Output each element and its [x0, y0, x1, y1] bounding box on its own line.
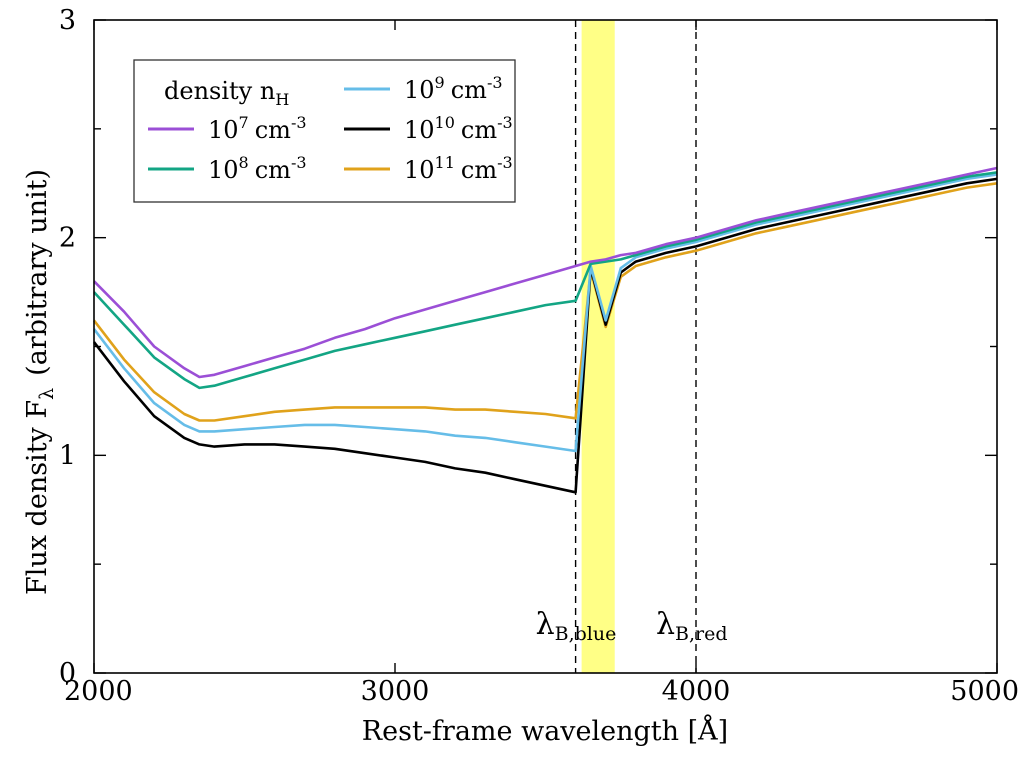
legend-label-exp-1: 8 [239, 153, 249, 172]
legend-label-unit-0: cm [255, 116, 291, 144]
legend-title-sub: H [275, 90, 289, 109]
legend-label-0: 107 cm-3 [208, 113, 307, 144]
legend-label-unit-exp-0: -3 [291, 113, 307, 132]
legend-label-unit-1: cm [255, 156, 291, 184]
series-line-1 [93, 171, 998, 390]
legend-label-unit-exp-3: -3 [497, 113, 513, 132]
reference-lines: λB,blue λB,red [536, 20, 728, 673]
y-tick-label-1: 1 [59, 440, 76, 471]
vline-label-0: λB,blue [536, 607, 617, 645]
y-tick-label-0: 0 [59, 658, 76, 689]
legend-label-base-0: 10 [208, 116, 239, 144]
y-axis-label: Flux density Fλ (arbitrary unit) [22, 169, 58, 595]
legend-label-unit-2: cm [451, 76, 487, 104]
legend-label-base-4: 10 [404, 156, 435, 184]
vline-label-sub-1: B,red [675, 623, 728, 645]
x-tick-label-1: 3000 [361, 676, 430, 707]
legend-label-exp-3: 10 [435, 113, 455, 132]
y-axis-label-tail: (arbitrary unit) [22, 169, 53, 376]
x-tick-label-2: 4000 [662, 676, 731, 707]
vline-label-main-0: λ [536, 607, 555, 642]
legend-box [133, 59, 516, 203]
y-axis-label-main: Flux density F [22, 400, 53, 595]
legend-title-main: density n [164, 77, 275, 105]
series-line-0 [93, 166, 998, 379]
legend-label-4: 1011 cm-3 [404, 153, 513, 184]
legend-label-1: 108 cm-3 [208, 153, 307, 184]
legend-label-2: 109 cm-3 [404, 73, 503, 104]
legend-label-exp-2: 9 [435, 73, 445, 92]
series-line-3 [92, 177, 998, 494]
balmer-band-fill [581, 20, 615, 673]
y-tick-label-2: 2 [59, 223, 76, 254]
legend-label-3: 1010 cm-3 [404, 113, 513, 144]
legend-label-unit-exp-1: -3 [291, 153, 307, 172]
legend-title: density nH [164, 77, 289, 109]
axis-ticks: 2000 3000 4000 5000 0 1 2 3 [59, 5, 1019, 707]
vline-label-sub-0: B,blue [555, 623, 617, 645]
legend-label-exp-0: 7 [239, 113, 249, 132]
legend-label-exp-4: 11 [435, 153, 455, 172]
balmer-break-band [581, 20, 615, 673]
vline-label-main-1: λ [656, 607, 675, 642]
legend-label-unit-3: cm [461, 116, 497, 144]
series-line-2 [92, 173, 998, 453]
y-axis-label-sub: λ [36, 388, 58, 400]
series-line-4 [92, 182, 998, 422]
x-axis-label: Rest-frame wavelength [Å] [362, 714, 728, 747]
legend-label-base-1: 10 [208, 156, 239, 184]
legend-label-base-3: 10 [404, 116, 435, 144]
legend-label-unit-exp-4: -3 [497, 153, 513, 172]
x-tick-label-0: 2000 [64, 676, 133, 707]
vline-label-1: λB,red [656, 607, 728, 645]
legend-label-base-2: 10 [404, 76, 435, 104]
legend-label-unit-4: cm [461, 156, 497, 184]
legend-label-unit-exp-2: -3 [487, 73, 503, 92]
spectra-series [92, 166, 998, 494]
y-tick-label-3: 3 [59, 5, 76, 36]
x-tick-label-3: 5000 [950, 676, 1019, 707]
